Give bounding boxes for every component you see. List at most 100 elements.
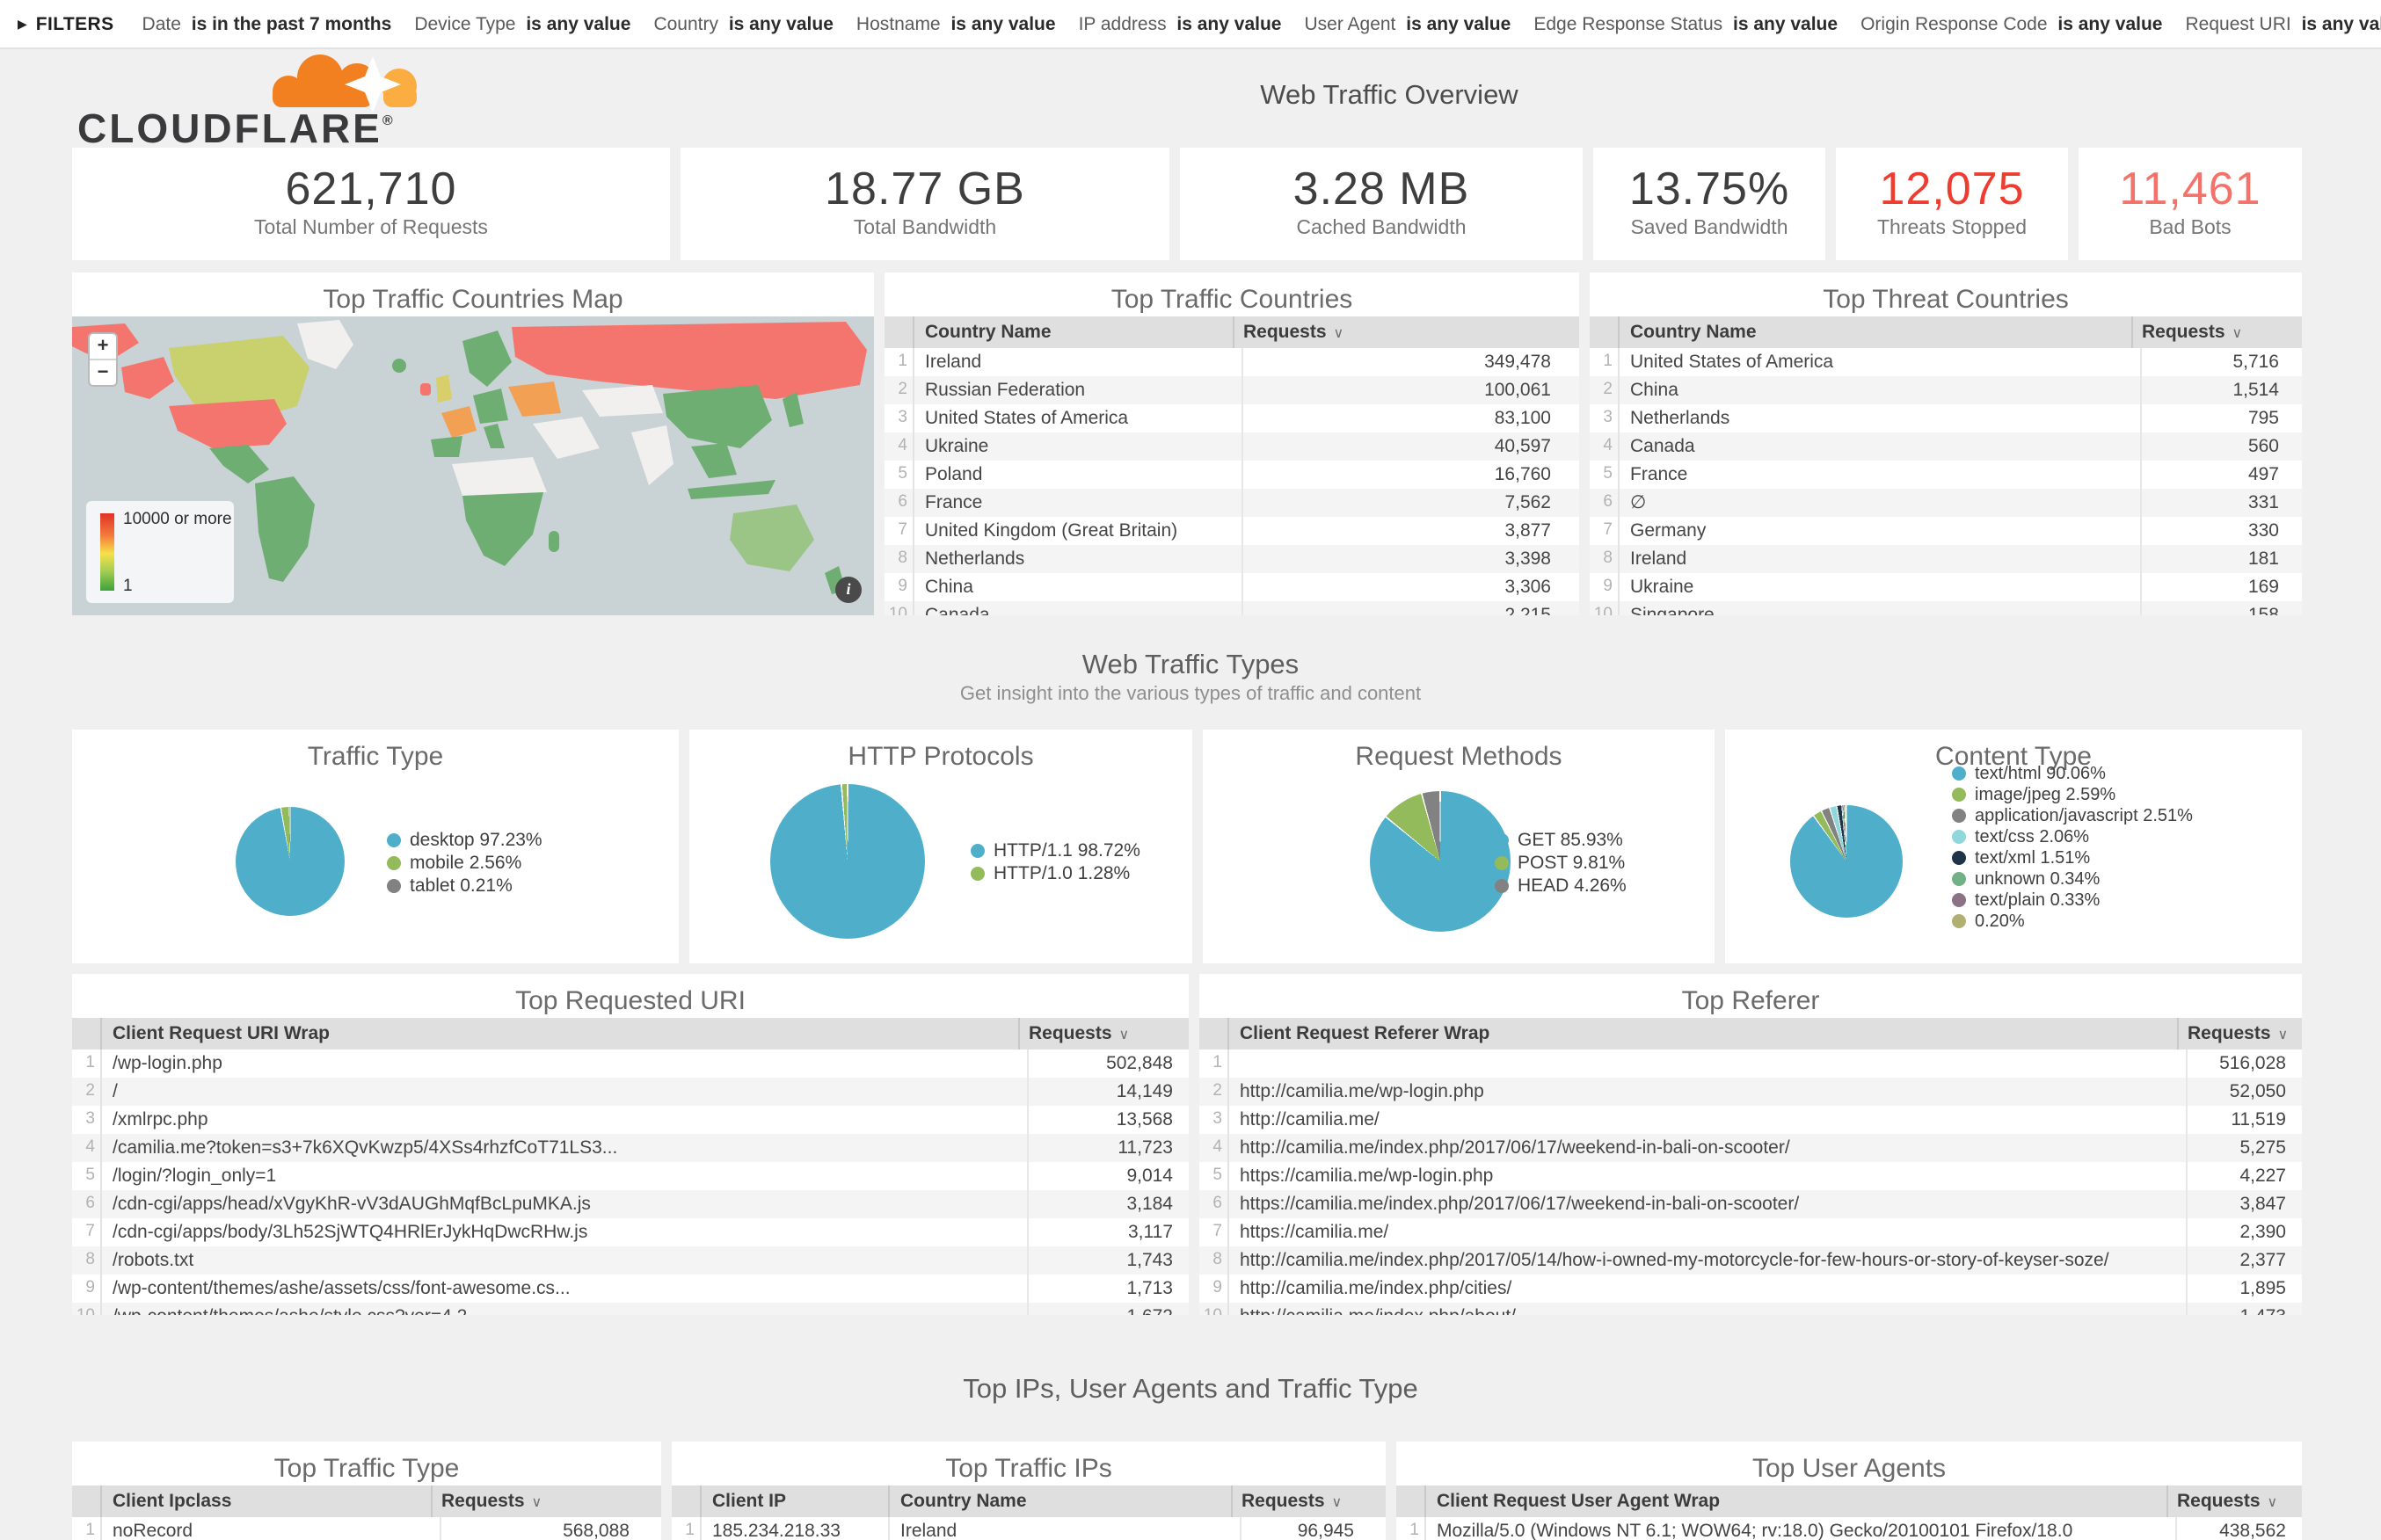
top-traffic-countries-card: Top Traffic Countries Country Name Reques… <box>885 272 1579 615</box>
legend-dot-icon <box>387 855 401 869</box>
cell: France <box>1630 464 1688 485</box>
row-rank: 2 <box>1590 376 1620 404</box>
cell: 13,568 <box>1027 1106 1189 1134</box>
row-rank: 9 <box>72 1275 102 1303</box>
top-user-agents-table: Client Request User Agent Wrap Requests ∨ 1… <box>1396 1486 2302 1540</box>
legend-dot-icon <box>1495 832 1509 846</box>
kpi-tile: 18.77 GB Total Bandwidth <box>681 148 1169 260</box>
cell: 331 <box>2140 489 2302 517</box>
http-protocols-legend: HTTP/1.1 98.72% HTTP/1.0 1.28% <box>971 839 1140 884</box>
legend-label: mobile 2.56% <box>410 852 522 873</box>
column-header-1[interactable]: Requests ∨ <box>2177 1018 2302 1050</box>
filters-toggle[interactable]: ▶ FILTERS <box>18 13 114 34</box>
cell: 568,088 <box>440 1517 661 1540</box>
column-header-0[interactable]: Client Request URI Wrap <box>113 1023 330 1044</box>
kpi-value: 3.28 MB <box>1292 162 1470 214</box>
legend-dot-icon <box>1952 809 1966 823</box>
column-header-0[interactable]: Country Name <box>925 322 1052 343</box>
cell: Ukraine <box>1630 577 1694 598</box>
row-rank: 5 <box>1590 461 1620 489</box>
filter-item[interactable]: Date is in the past 7 months <box>142 13 392 34</box>
column-header-0[interactable]: Client Ipclass <box>113 1491 232 1512</box>
legend-dot-icon <box>1952 893 1966 907</box>
filter-item[interactable]: Origin Response Code is any value <box>1860 13 2163 34</box>
zoom-in-button[interactable]: + <box>90 334 116 360</box>
table-row: 10http://camilia.me/index.php/about/1,47… <box>1199 1303 2302 1315</box>
cell: 40,597 <box>1241 432 1579 461</box>
legend-item: text/css 2.06% <box>1952 826 2193 847</box>
column-header-0[interactable]: Client IP <box>712 1491 787 1512</box>
cell: noRecord <box>113 1521 193 1540</box>
section-title-traffic-types: Web Traffic Types <box>1081 650 1300 680</box>
table-row: 2 China 1,514 <box>1590 376 2302 404</box>
row-rank: 2 <box>885 376 914 404</box>
row-rank: 10 <box>1590 601 1620 615</box>
table-row: 5 https://camilia.me/wp-login.php 4,227 <box>1199 1162 2302 1190</box>
column-header-1[interactable]: Requests ∨ <box>431 1486 661 1517</box>
cell: ∅ <box>1630 492 1647 513</box>
row-rank: 3 <box>1590 404 1620 432</box>
row-rank: 7 <box>885 517 914 545</box>
row-rank: 8 <box>885 545 914 573</box>
sort-chevron-icon: ∨ <box>2232 325 2243 341</box>
table-row: 1 Mozilla/5.0 (Windows NT 6.1; WOW64; rv:… <box>1396 1517 2302 1540</box>
info-icon[interactable]: i <box>835 577 862 603</box>
legend-dot-icon <box>1952 766 1966 781</box>
column-header-1[interactable]: Country Name <box>888 1486 1231 1517</box>
cell: 516,028 <box>2186 1050 2302 1078</box>
legend-item: 0.20% <box>1952 911 2193 932</box>
cell: 4,227 <box>2186 1162 2302 1190</box>
column-header-0[interactable]: Client Request Referer Wrap <box>1240 1023 1490 1044</box>
cell: 158 <box>2140 601 2302 615</box>
cell: 3,398 <box>1241 545 1579 573</box>
card-title: Top Traffic Countries <box>1110 285 1353 315</box>
row-rank: 1 <box>1590 348 1620 376</box>
legend-label: text/xml 1.51% <box>1975 848 2091 868</box>
column-header-0[interactable]: Client Request User Agent Wrap <box>1437 1491 1721 1512</box>
cell: 560 <box>2140 432 2302 461</box>
rank-column-header <box>72 1486 102 1517</box>
row-rank: 7 <box>1199 1218 1229 1246</box>
top-traffic-ips-card: Top Traffic IPs Client IP Country Name Req… <box>672 1442 1386 1540</box>
cell: /login/?login_only=1 <box>113 1166 277 1187</box>
column-header-1[interactable]: Requests ∨ <box>2166 1486 2302 1517</box>
cell: United States of America <box>925 408 1129 429</box>
cell: 1,743 <box>1027 1246 1189 1275</box>
filter-item[interactable]: User Agent is any value <box>1304 13 1511 34</box>
column-header-1[interactable]: Requests ∨ <box>2131 316 2302 348</box>
column-header-1[interactable]: Requests ∨ <box>1018 1018 1189 1050</box>
filter-item[interactable]: IP address is any value <box>1078 13 1282 34</box>
cell: 5,716 <box>2140 348 2302 376</box>
legend-dot-icon <box>971 843 985 857</box>
column-header-1[interactable]: Requests ∨ <box>1233 316 1579 348</box>
kpi-tile: 12,075 Threats Stopped <box>1836 148 2068 260</box>
filter-item[interactable]: Device Type is any value <box>414 13 631 34</box>
map-zoom-controls: + − <box>88 332 118 387</box>
table-row: 1/wp-login.php 502,848 <box>72 1050 1189 1078</box>
cell: 14,149 <box>1027 1078 1189 1106</box>
filter-item[interactable]: Hostname is any value <box>856 13 1056 34</box>
world-map[interactable]: + − 10000 or more 1 i <box>72 316 874 615</box>
cell: Netherlands <box>1630 408 1730 429</box>
table-row: 8 Netherlands 3,398 <box>885 545 1579 573</box>
filter-item[interactable]: Edge Response Status is any value <box>1533 13 1839 34</box>
section-title-top-ips: Top IPs, User Agents and Traffic Type <box>963 1375 1418 1405</box>
column-header-0[interactable]: Country Name <box>1630 322 1757 343</box>
cell: Ireland <box>888 1517 1240 1540</box>
cell: 3,184 <box>1027 1190 1189 1218</box>
filter-item[interactable]: Country is any value <box>653 13 834 34</box>
row-rank: 4 <box>1590 432 1620 461</box>
zoom-out-button[interactable]: − <box>97 362 109 383</box>
map-legend: 10000 or more 1 <box>86 501 234 603</box>
table-row: 2 / 14,149 <box>72 1078 1189 1106</box>
table-header-row: Client Request Referer Wrap Requests ∨ <box>1199 1018 2302 1050</box>
table-row: 6 France 7,562 <box>885 489 1579 517</box>
cell: 795 <box>2140 404 2302 432</box>
column-header-2[interactable]: Requests ∨ <box>1231 1486 1386 1517</box>
filter-item[interactable]: Request URI is any value <box>2185 13 2381 34</box>
traffic-type-legend: desktop 97.23% mobile 2.56% tablet 0.21% <box>387 828 542 897</box>
table-row: 6 ∅ 331 <box>1590 489 2302 517</box>
cell: 1,713 <box>1027 1275 1189 1303</box>
legend-item: unknown 0.34% <box>1952 868 2193 890</box>
brand-text: CLOUDFLARE® <box>77 105 393 151</box>
